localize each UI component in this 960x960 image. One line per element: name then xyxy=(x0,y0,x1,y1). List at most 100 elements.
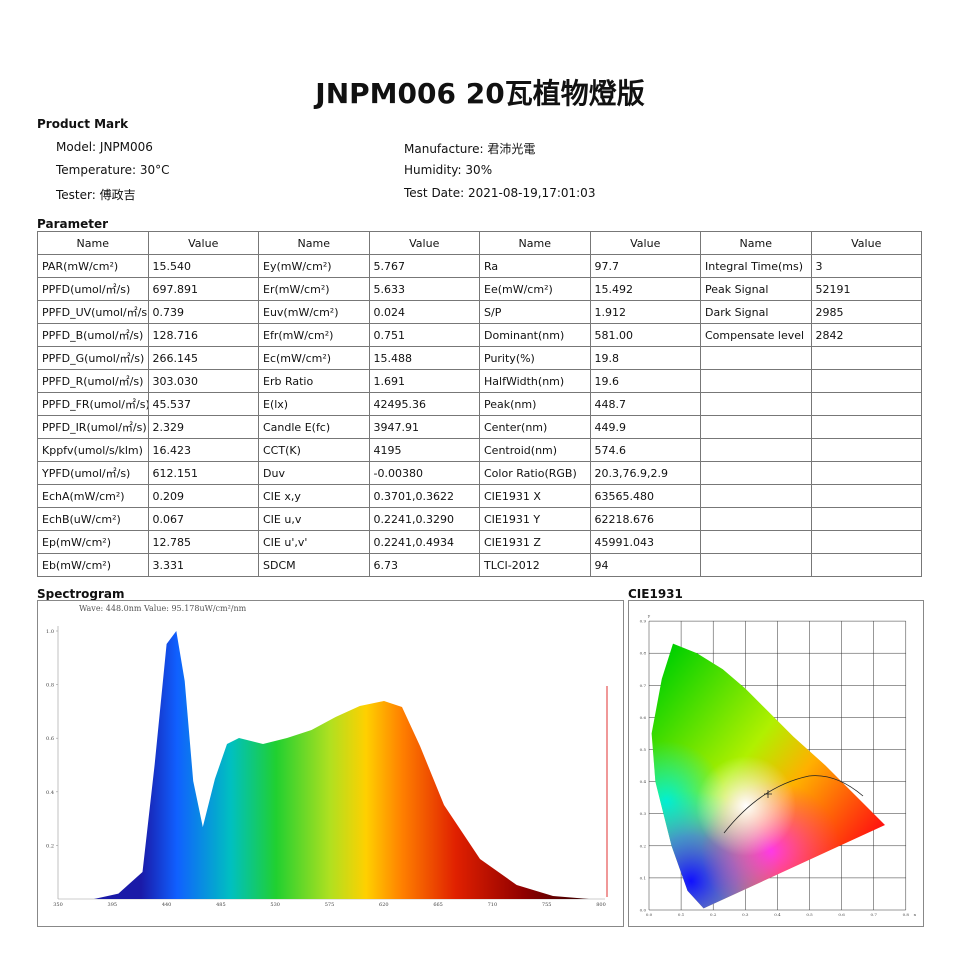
column-header: Value xyxy=(810,231,922,255)
x-tick-label: 0.2 xyxy=(710,912,717,917)
param-value: 574.6 xyxy=(589,438,701,462)
field: Model: JNPM006 xyxy=(56,140,153,154)
param-name: Purity(%) xyxy=(479,346,591,370)
empty-cell xyxy=(700,392,812,416)
param-value: 0.2241,0.3290 xyxy=(368,507,480,531)
param-name: Peak(nm) xyxy=(479,392,591,416)
x-tick-label: 350 xyxy=(53,902,63,908)
section-heading: Product Mark xyxy=(37,117,129,131)
param-name: CIE1931 X xyxy=(479,484,591,508)
field-label: Test Date: xyxy=(404,186,465,200)
x-tick-label: 485 xyxy=(216,902,226,908)
empty-cell xyxy=(810,484,922,508)
x-tick-label: 395 xyxy=(108,902,118,908)
param-name: SDCM xyxy=(258,553,370,577)
field: Temperature: 30°C xyxy=(56,163,170,177)
param-name: CIE1931 Z xyxy=(479,530,591,554)
param-name: Dominant(nm) xyxy=(479,323,591,347)
param-value: 581.00 xyxy=(589,323,701,347)
x-tick-label: 0.8 xyxy=(903,912,910,917)
y-tick-label: 0.2 xyxy=(640,843,647,848)
param-value: 12.785 xyxy=(147,530,259,554)
y-tick-label: 0.3 xyxy=(640,811,647,816)
table-row: PPFD_R(umol/㎡/s) 303.030 Erb Ratio 1.691 Hal… xyxy=(37,369,922,393)
param-name: Center(nm) xyxy=(479,415,591,439)
y-tick-label: 0.8 xyxy=(46,683,54,689)
empty-cell xyxy=(700,484,812,508)
param-value: 45991.043 xyxy=(589,530,701,554)
param-name: E(lx) xyxy=(258,392,370,416)
table-row: PPFD_IR(umol/㎡/s) 2.329 Candle E(fc) 3947.9… xyxy=(37,415,922,439)
y-tick-label: 0.9 xyxy=(640,619,647,624)
param-name: Erb Ratio xyxy=(258,369,370,393)
param-name: Duv xyxy=(258,461,370,485)
table-row: PAR(mW/cm²) 15.540 Ey(mW/cm²) 5.767 Ra 97.7 In… xyxy=(37,254,922,278)
empty-cell xyxy=(810,507,922,531)
param-name: Integral Time(ms) xyxy=(700,254,812,278)
param-value: 266.145 xyxy=(147,346,259,370)
table-row: EchA(mW/cm²) 0.209 CIE x,y 0.3701,0.3622 CIE… xyxy=(37,484,922,508)
param-name: CIE1931 Y xyxy=(479,507,591,531)
param-name: Dark Signal xyxy=(700,300,812,324)
empty-cell xyxy=(700,415,812,439)
field-value: JNPM006 xyxy=(99,140,153,154)
x-tick-label: 0.5 xyxy=(806,912,813,917)
x-tick-label: 800 xyxy=(596,902,606,908)
y-tick-label: 0.5 xyxy=(640,747,647,752)
param-name: Er(mW/cm²) xyxy=(258,277,370,301)
x-tick-label: 575 xyxy=(325,902,335,908)
param-name: Ep(mW/cm²) xyxy=(37,530,149,554)
param-value: 15.492 xyxy=(589,277,701,301)
table-row: PPFD_B(umol/㎡/s) 128.716 Efr(mW/cm²) 0.751 D… xyxy=(37,323,922,347)
param-name: PPFD_R(umol/㎡/s) xyxy=(37,369,149,393)
param-value: 0.067 xyxy=(147,507,259,531)
param-value: 45.537 xyxy=(147,392,259,416)
param-name: CCT(K) xyxy=(258,438,370,462)
param-name: Eb(mW/cm²) xyxy=(37,553,149,577)
empty-cell xyxy=(810,530,922,554)
column-header: Name xyxy=(37,231,149,255)
y-tick-label: 0.4 xyxy=(640,779,647,784)
param-name: Euv(mW/cm²) xyxy=(258,300,370,324)
x-tick-label: 665 xyxy=(433,902,443,908)
section-heading: CIE1931 xyxy=(628,587,683,601)
param-value: 5.633 xyxy=(368,277,480,301)
param-name: Color Ratio(RGB) xyxy=(479,461,591,485)
param-value: 4195 xyxy=(368,438,480,462)
table-row: Eb(mW/cm²) 3.331 SDCM 6.73 TLCI-2012 94 xyxy=(37,553,922,577)
x-tick-label: 440 xyxy=(162,902,172,908)
param-value: 3 xyxy=(810,254,922,278)
empty-cell xyxy=(700,553,812,577)
field: Humidity: 30% xyxy=(404,163,492,177)
x-tick-label: 710 xyxy=(488,902,498,908)
empty-cell xyxy=(700,346,812,370)
param-name: Peak Signal xyxy=(700,277,812,301)
param-value: 20.3,76.9,2.9 xyxy=(589,461,701,485)
param-value: 63565.480 xyxy=(589,484,701,508)
param-value: 62218.676 xyxy=(589,507,701,531)
section-heading: Spectrogram xyxy=(37,587,125,601)
param-value: 0.751 xyxy=(368,323,480,347)
empty-cell xyxy=(700,530,812,554)
param-value: 0.024 xyxy=(368,300,480,324)
param-name: HalfWidth(nm) xyxy=(479,369,591,393)
field: Manufacture: 君沛光電 xyxy=(404,140,535,157)
field-label: Tester: xyxy=(56,188,96,202)
param-value: 449.9 xyxy=(589,415,701,439)
param-name: EchA(mW/cm²) xyxy=(37,484,149,508)
param-value: 15.540 xyxy=(147,254,259,278)
x-tick-label: 620 xyxy=(379,902,389,908)
y-tick-label: 0.8 xyxy=(640,651,647,656)
param-name: PPFD_G(umol/㎡/s) xyxy=(37,346,149,370)
x-tick-label: 0.3 xyxy=(742,912,749,917)
param-value: 2.329 xyxy=(147,415,259,439)
spectrum-caption: Wave: 448.0nm Value: 95.178uW/cm²/nm xyxy=(79,604,247,613)
y-tick-label: 0.4 xyxy=(46,790,54,796)
param-value: 5.767 xyxy=(368,254,480,278)
param-value: 42495.36 xyxy=(368,392,480,416)
param-value: -0.00380 xyxy=(368,461,480,485)
param-value: 1.912 xyxy=(589,300,701,324)
y-tick-label: 0.1 xyxy=(640,875,646,880)
empty-cell xyxy=(700,438,812,462)
